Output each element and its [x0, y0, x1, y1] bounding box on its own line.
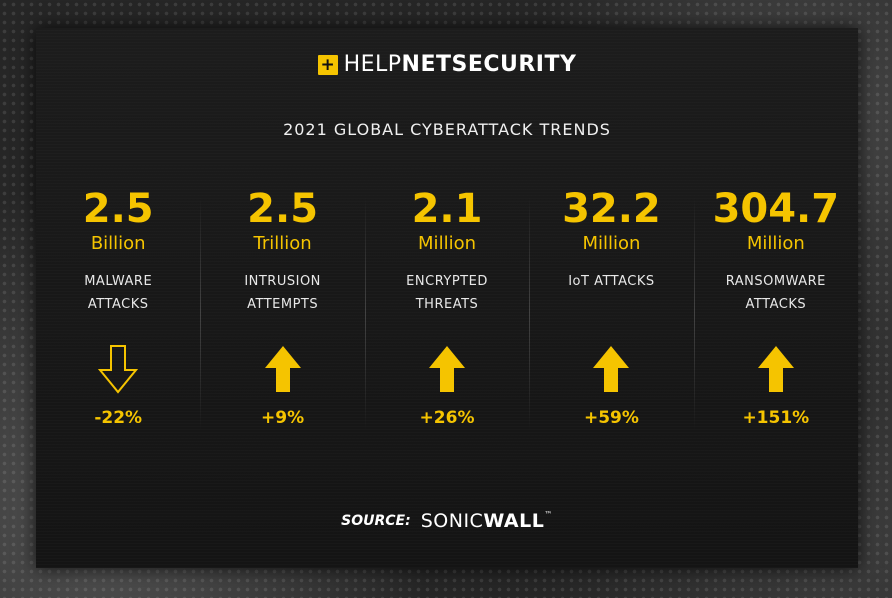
helpnetsecurity-logo: + HELPNETSECURITY — [36, 52, 858, 77]
arrow-up-icon — [757, 346, 794, 392]
stat-change: +26% — [419, 408, 475, 428]
source-line: SOURCE: SONICWALL™ — [36, 510, 858, 532]
stat-column: 2.5 Trillion INTRUSION ATTEMPTS +9% — [200, 186, 364, 456]
sonicwall-logo: SONICWALL™ — [421, 510, 553, 532]
stat-change: +9% — [261, 408, 305, 428]
stats-row: 2.5 Billion MALWARE ATTACKS -22% 2.5 Trillion… — [36, 186, 858, 456]
stat-value: 304.7 — [712, 186, 840, 232]
arrow-down-icon — [98, 345, 139, 394]
stat-column: 32.2 Million IoT ATTACKS +59% — [529, 186, 693, 456]
sonicwall-tm: ™ — [544, 510, 553, 519]
stat-label: MALWARE ATTACKS — [84, 274, 153, 312]
stat-column: 2.1 Million ENCRYPTED THREATS +26% — [364, 186, 529, 456]
stat-value: 2.5 — [82, 186, 154, 232]
stat-unit: Billion — [90, 233, 146, 254]
stat-column: 2.5 Billion MALWARE ATTACKS -22% — [36, 186, 200, 456]
arrow-up-icon — [593, 346, 630, 392]
stat-change: +151% — [742, 408, 810, 428]
stat-unit: Million — [582, 233, 641, 254]
stat-value: 2.5 — [247, 186, 319, 232]
logo-security: SECURITY — [451, 52, 577, 77]
stat-column: 304.7 Million RANSOMWARE ATTACKS +151% — [693, 186, 858, 456]
sonicwall-b: WALL — [483, 510, 545, 532]
infographic-card: + HELPNETSECURITY 2021 GLOBAL CYBERATTAC… — [36, 28, 858, 568]
stat-label: ENCRYPTED THREATS — [406, 274, 488, 312]
stat-label: INTRUSION ATTEMPTS — [244, 274, 321, 312]
stat-label: IoT ATTACKS — [568, 274, 655, 289]
stat-label: RANSOMWARE ATTACKS — [725, 274, 826, 312]
stat-value: 2.1 — [411, 186, 483, 232]
sonicwall-a: SONIC — [420, 510, 484, 532]
plus-logo-icon: + — [317, 54, 338, 75]
logo-text: HELPNETSECURITY — [344, 52, 577, 77]
page-title: 2021 GLOBAL CYBERATTACK TRENDS — [283, 120, 611, 139]
stat-unit: Million — [746, 233, 805, 254]
stat-unit: Trillion — [253, 233, 312, 254]
stat-value: 32.2 — [562, 186, 661, 232]
arrow-up-icon — [429, 346, 466, 392]
arrow-up-icon — [264, 346, 301, 392]
logo-net: NET — [401, 52, 452, 77]
logo-help: HELP — [343, 52, 402, 77]
stat-change: -22% — [94, 408, 143, 428]
stat-change: +59% — [583, 408, 639, 428]
stat-unit: Million — [418, 233, 476, 254]
source-label: SOURCE: — [341, 513, 411, 529]
